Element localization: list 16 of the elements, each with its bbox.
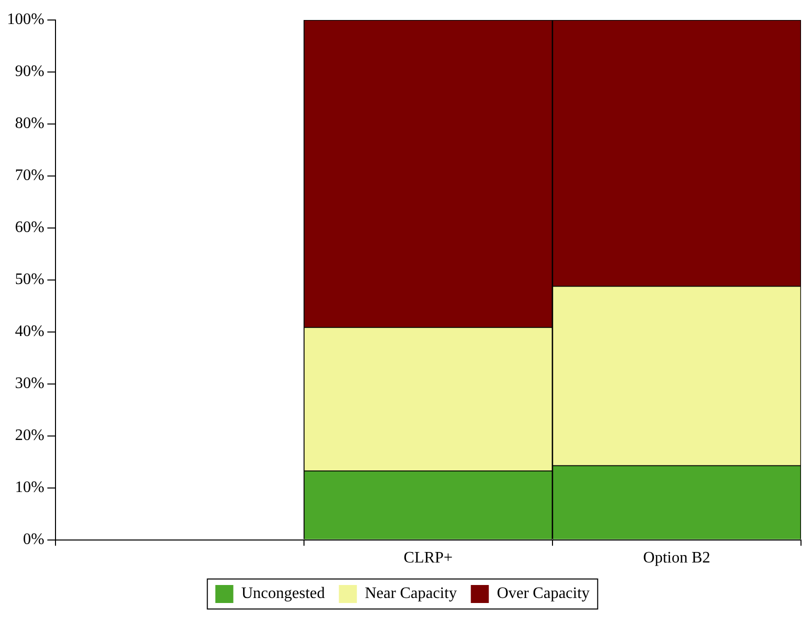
y-tick-label: 20% [15,427,44,444]
y-tick-label: 70% [15,167,44,184]
x-tick-label: Option B2 [643,550,710,567]
x-tick-label: CLRP+ [404,550,453,567]
y-tick-label: 50% [15,271,44,288]
y-tick-label: 100% [7,11,44,28]
legend-label: Uncongested [241,585,325,602]
y-tick-label: 90% [15,63,44,80]
y-tick-label: 10% [15,479,44,496]
y-tick-label: 0% [23,531,44,548]
y-tick-label: 80% [15,115,44,132]
y-tick-label: 60% [15,219,44,236]
y-tick-label: 40% [15,323,44,340]
y-tick-label: 30% [15,375,44,392]
legend-label: Near Capacity [364,585,457,602]
legend-label: Over Capacity [496,585,590,602]
